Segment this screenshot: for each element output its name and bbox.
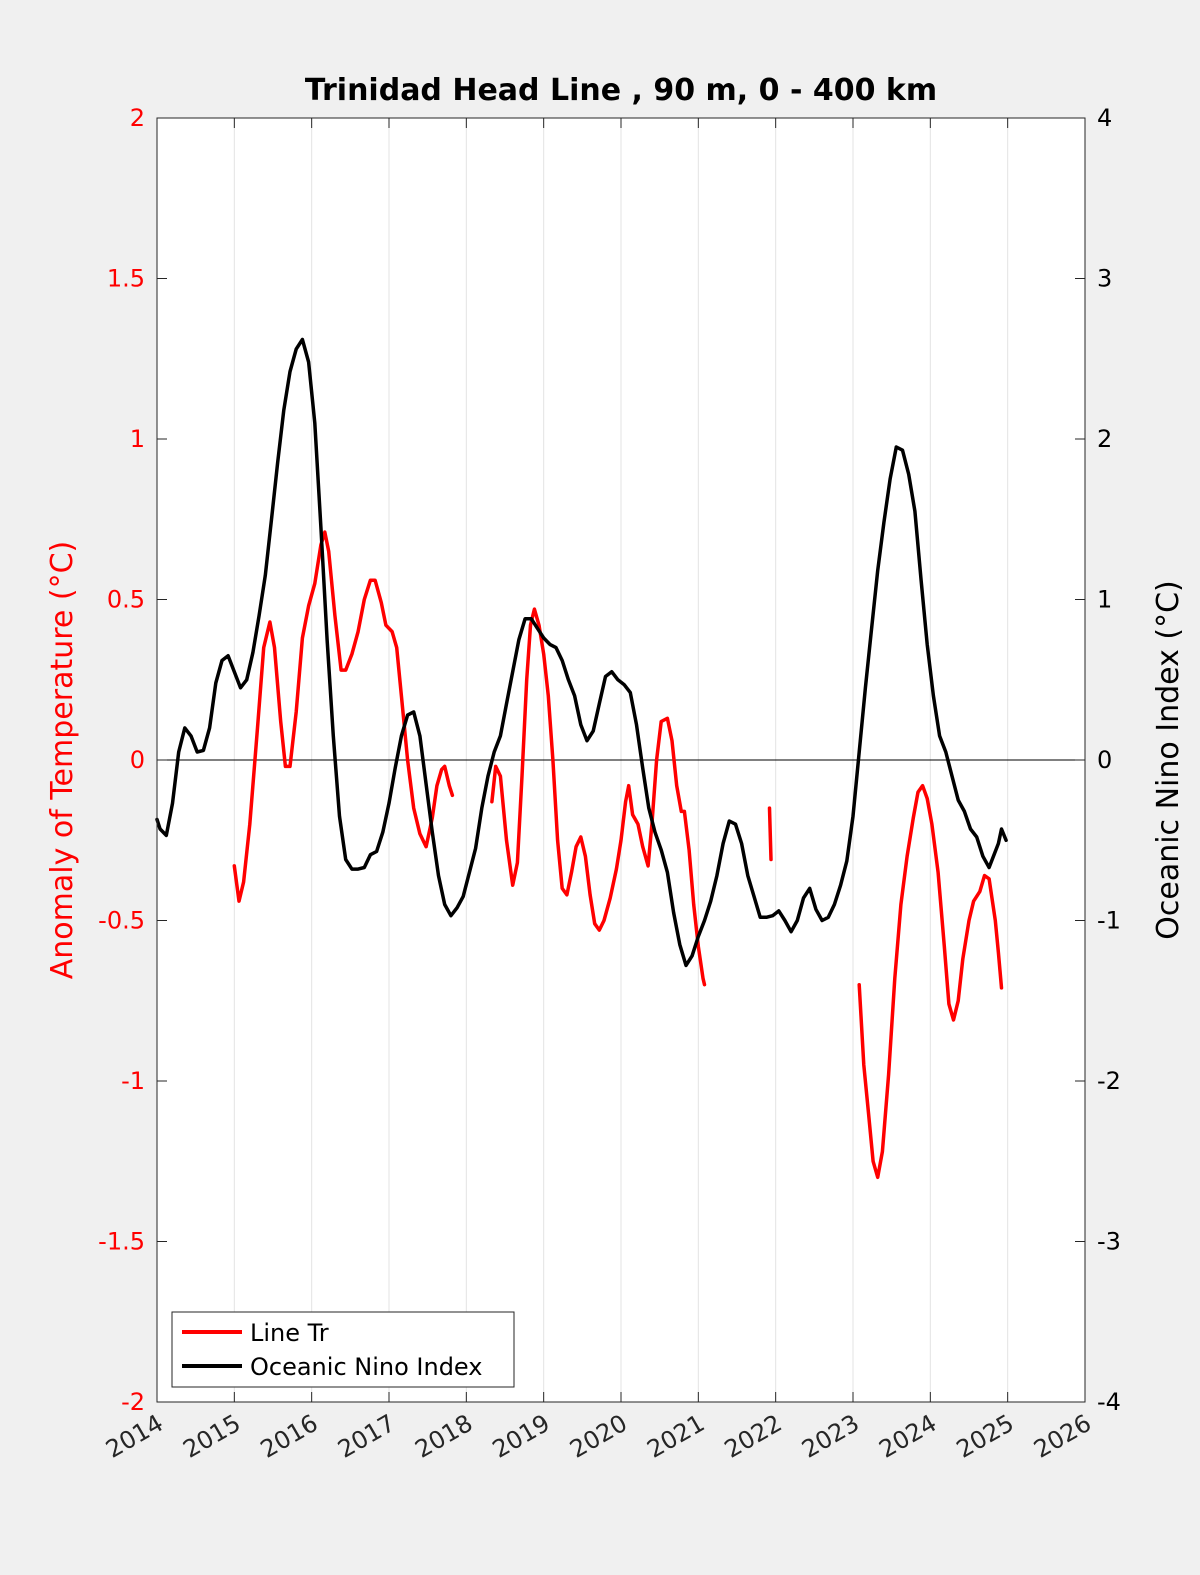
legend: Line Tr Oceanic Nino Index [171,1311,515,1388]
y-left-tick-label: 1 [130,425,145,453]
legend-label-oni: Oceanic Nino Index [250,1353,482,1381]
y-right-tick-label: 0 [1097,746,1112,774]
y-left-tick-label: 1.5 [107,265,145,293]
y-left-tick-label: -1.5 [98,1228,145,1256]
y-right-tick-label: -3 [1097,1228,1121,1256]
y-axis-right-label: Oceanic Nino Index (°C) [1151,580,1186,940]
y-right-tick-label: -2 [1097,1067,1121,1095]
legend-label-line-tr: Line Tr [250,1319,329,1347]
y-left-tick-label: -1 [121,1067,145,1095]
y-left-tick-label: -0.5 [98,907,145,935]
series-line-tr-line [857,783,1004,1180]
y-right-tick-label: -1 [1097,907,1121,935]
legend-box [171,1311,515,1388]
y-axis-left-label: Anomaly of Temperature (°C) [45,541,80,980]
y-right-tick-label: 4 [1097,104,1112,132]
series-layer [155,337,1008,1180]
y-right-tick-label: 1 [1097,586,1112,614]
y-right-tick-label: 3 [1097,265,1112,293]
y-left-tick-label: -2 [121,1388,145,1416]
chart-title: Trinidad Head Line , 90 m, 0 - 400 km [305,73,937,108]
y-left-tick-label: 0.5 [107,586,145,614]
series-line-tr-line [232,530,455,903]
y-right-tick-label: 2 [1097,425,1112,453]
y-left-tick-label: 2 [130,104,145,132]
series-line-tr-line [767,806,773,862]
y-right-tick-label: -4 [1097,1388,1121,1416]
series-oni-line [155,337,1008,968]
series-line-tr-line [490,607,707,987]
y-left-tick-label: 0 [130,746,145,774]
